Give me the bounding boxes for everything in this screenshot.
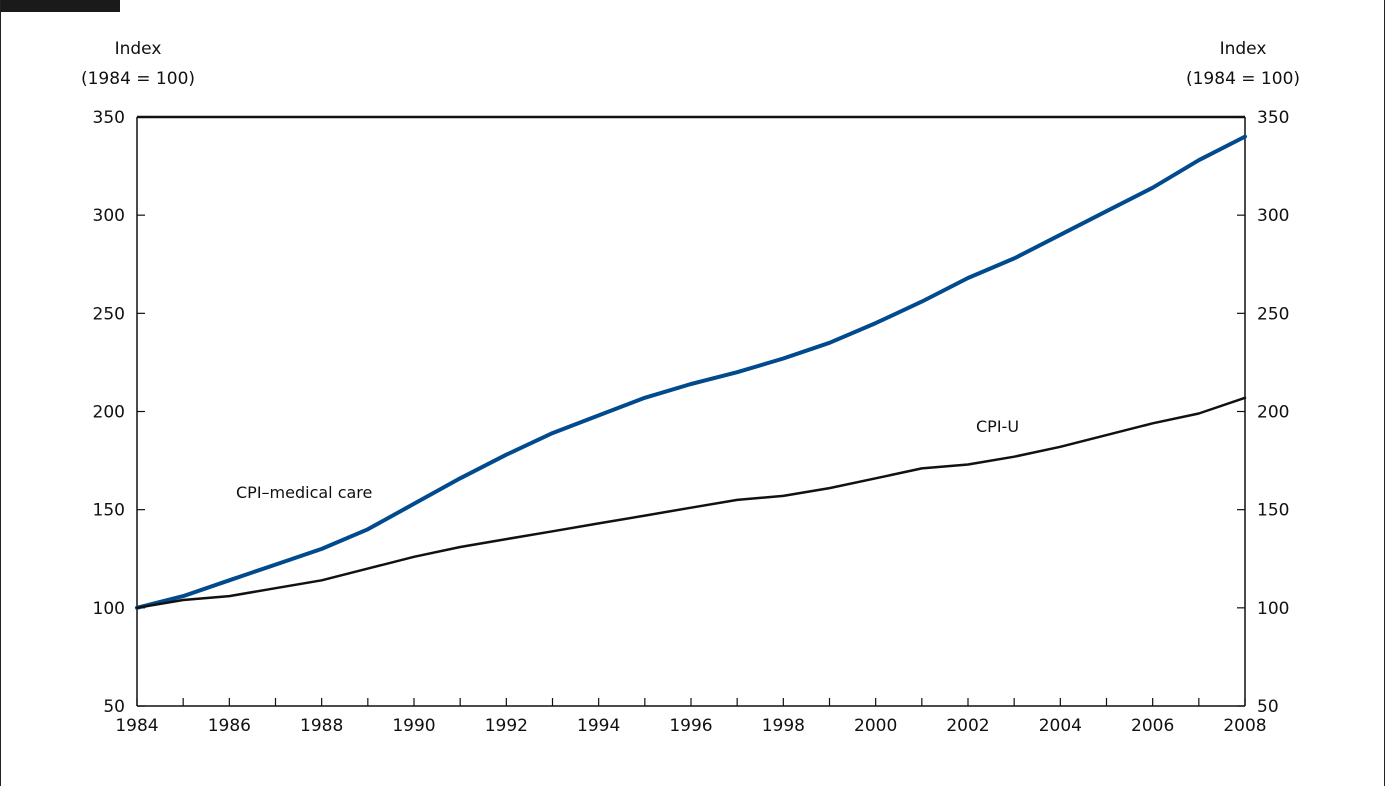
x-tick-label: 1994 (577, 716, 620, 736)
y-tick-label-left: 300 (93, 206, 125, 226)
series-labels: CPI–medical care CPI-U (236, 417, 1019, 502)
corner-tab (0, 0, 120, 12)
y-tick-label-left: 250 (93, 304, 125, 324)
y-tick-label-right: 250 (1257, 304, 1289, 324)
x-tick-label: 1986 (208, 716, 251, 736)
y-right-label-line2: (1984 = 100) (1186, 69, 1300, 89)
y-tick-label-right: 100 (1257, 599, 1289, 619)
y-tick-label-left: 100 (93, 599, 125, 619)
series-label-cpi-u: CPI-U (976, 417, 1019, 436)
x-tick-label: 1990 (392, 716, 435, 736)
axes (136, 115, 1246, 707)
x-tick-label: 2002 (946, 716, 989, 736)
y-right-label-line1: Index (1220, 39, 1267, 59)
x-tick-label: 2000 (854, 716, 897, 736)
x-tick-label: 2004 (1039, 716, 1082, 736)
ticks: 1984 1986 1988 1990 1992 1994 1996 1998 2000 2002… (93, 108, 1290, 736)
x-tick-label: 1998 (762, 716, 805, 736)
y-left-label-line2: (1984 = 100) (81, 69, 195, 89)
x-tick-label: 1992 (485, 716, 528, 736)
series-line-cpi-u (135, 396, 1247, 610)
x-tick-label: 1996 (669, 716, 712, 736)
axis-titles: Index (1984 = 100) Index (1984 = 100) (81, 39, 1300, 89)
y-tick-label-right: 300 (1257, 206, 1289, 226)
y-left-label-line1: Index (115, 39, 162, 59)
y-tick-label-right: 50 (1257, 697, 1279, 717)
series-lines (135, 134, 1247, 610)
series-line-medical-care (135, 134, 1247, 610)
x-tick-label: 2006 (1131, 716, 1174, 736)
y-tick-label-left: 50 (103, 697, 125, 717)
y-tick-label-right: 350 (1257, 108, 1289, 128)
series-label-medical-care: CPI–medical care (236, 483, 372, 502)
y-tick-label-right: 200 (1257, 403, 1289, 423)
y-tick-label-left: 350 (93, 108, 125, 128)
x-tick-label: 1984 (115, 716, 158, 736)
x-tick-label: 1988 (300, 716, 343, 736)
y-tick-label-left: 150 (93, 501, 125, 521)
y-tick-label-left: 200 (93, 403, 125, 423)
y-tick-label-right: 150 (1257, 501, 1289, 521)
x-tick-label: 2008 (1223, 716, 1266, 736)
